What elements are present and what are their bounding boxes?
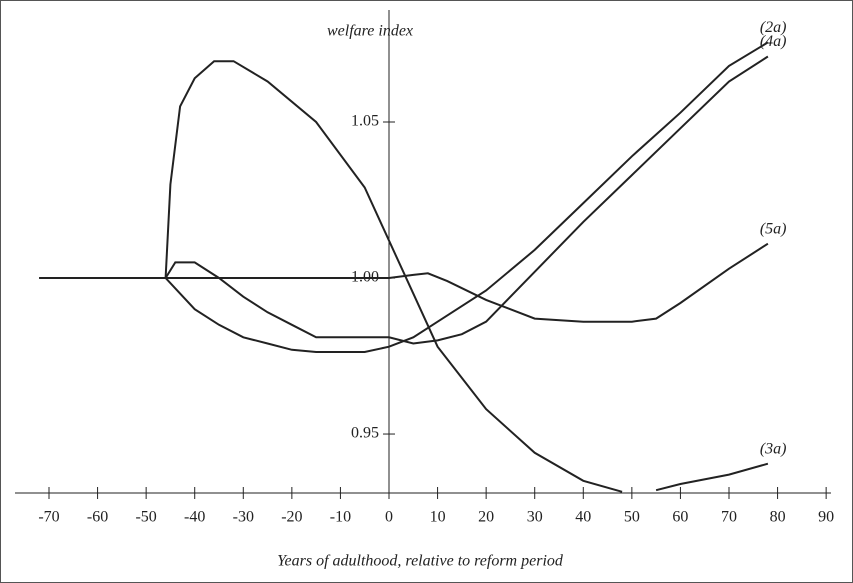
x-tick-label: 90 bbox=[818, 509, 834, 526]
x-tick-label: -10 bbox=[330, 509, 351, 526]
series-line bbox=[39, 60, 769, 493]
x-tick-label: -30 bbox=[233, 509, 254, 526]
y-tick-label: 0.95 bbox=[351, 425, 379, 442]
y-axis-label: welfare index bbox=[327, 23, 413, 40]
x-tick-label: 50 bbox=[624, 509, 640, 526]
x-tick-label: -50 bbox=[135, 509, 156, 526]
series-line bbox=[39, 55, 769, 345]
series-label: (2a) bbox=[760, 19, 787, 36]
series-label: (3a) bbox=[760, 440, 787, 457]
series-line bbox=[39, 41, 769, 353]
x-tick-label: -20 bbox=[281, 509, 302, 526]
series-label: (4a) bbox=[760, 33, 787, 50]
x-tick-label: 40 bbox=[575, 509, 591, 526]
y-tick-label: 1.05 bbox=[351, 113, 379, 130]
x-tick-label: -60 bbox=[87, 509, 108, 526]
x-tick-label: -70 bbox=[38, 509, 59, 526]
series-label: (5a) bbox=[760, 220, 787, 237]
x-tick-label: 60 bbox=[672, 509, 688, 526]
series-line bbox=[39, 242, 769, 323]
x-tick-label: 10 bbox=[430, 509, 446, 526]
x-axis-label: Years of adulthood, relative to reform p… bbox=[277, 553, 564, 570]
x-tick-label: 30 bbox=[527, 509, 543, 526]
x-tick-label: 0 bbox=[385, 509, 393, 526]
x-tick-label: 20 bbox=[478, 509, 494, 526]
x-tick-label: -40 bbox=[184, 509, 205, 526]
x-tick-label: 70 bbox=[721, 509, 737, 526]
x-tick-label: 80 bbox=[770, 509, 786, 526]
